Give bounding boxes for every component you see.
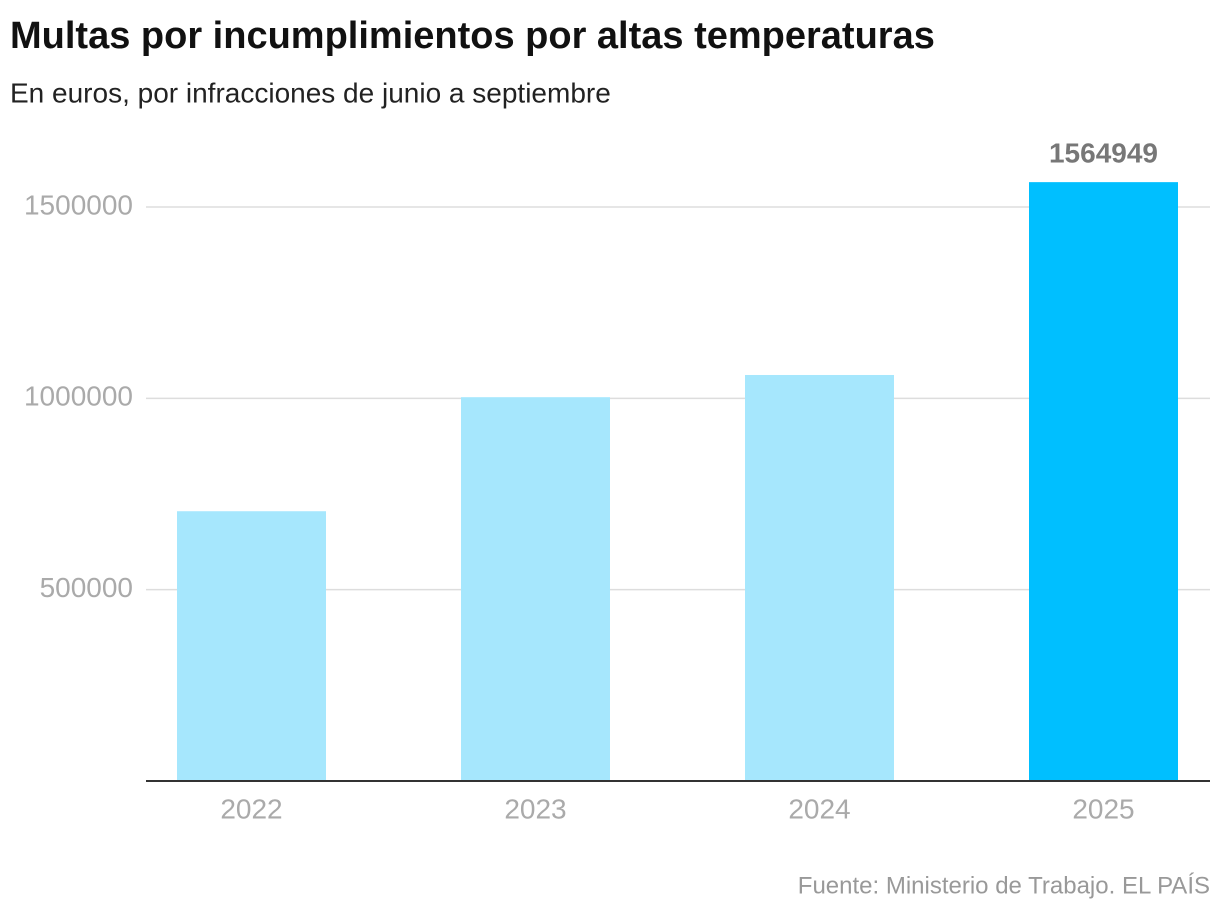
chart-title: Multas por incumplimientos por altas tem… bbox=[10, 15, 935, 57]
chart-subtitle: En euros, por infracciones de junio a se… bbox=[10, 77, 611, 108]
x-tick-label: 2022 bbox=[220, 793, 282, 824]
source: Fuente: Ministerio de Trabajo. EL PAÍS bbox=[798, 872, 1210, 899]
y-tick-label: 500000 bbox=[40, 572, 133, 603]
y-tick-label: 1500000 bbox=[24, 189, 133, 220]
bar bbox=[177, 511, 326, 781]
data-label: 1564949 bbox=[1049, 138, 1158, 169]
x-tick-label: 2023 bbox=[504, 793, 566, 824]
bar bbox=[461, 397, 610, 781]
bar bbox=[745, 374, 894, 781]
x-tick-label: 2024 bbox=[788, 793, 850, 824]
bar bbox=[1029, 182, 1178, 781]
x-tick-label: 2025 bbox=[1072, 793, 1134, 824]
y-tick-label: 1000000 bbox=[24, 381, 133, 412]
